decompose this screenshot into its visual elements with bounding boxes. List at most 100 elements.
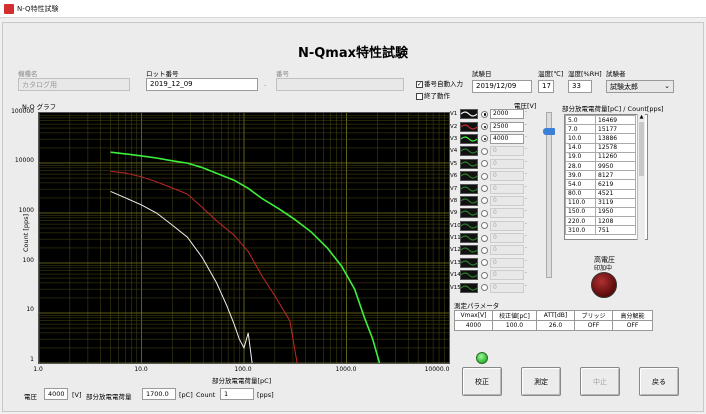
auto-number-checkbox[interactable]: ✓ 番号自動入力 — [416, 80, 463, 88]
channel-label: V2 — [450, 123, 458, 130]
temperature-field[interactable]: 17 — [538, 80, 554, 93]
channel-label: V5 — [450, 160, 458, 167]
waveform-icon — [460, 146, 478, 157]
count-value-cell: 13886 — [595, 133, 636, 144]
channel-radio[interactable] — [481, 160, 488, 168]
test-date-field[interactable]: 2019/12/09 — [472, 80, 532, 93]
spin-arrows-icon[interactable]: - — [525, 158, 527, 165]
product-field: カタログ用 — [18, 78, 130, 91]
param-value: OFF — [574, 320, 613, 331]
tester-select[interactable]: 試験太郎 ⌄ — [606, 80, 674, 93]
spin-arrows-icon[interactable]: - — [525, 282, 527, 289]
channel-radio[interactable] — [481, 259, 488, 267]
channel-label: V11 — [450, 235, 461, 242]
end-action-checkbox[interactable]: 終了動作 — [416, 90, 450, 100]
spin-arrows-icon[interactable]: - — [525, 121, 527, 128]
channel-label: V15 — [450, 284, 461, 291]
spin-arrows-icon[interactable]: - — [525, 233, 527, 240]
table-row: 19.0 11260 — [565, 151, 636, 162]
channel-radio[interactable] — [481, 222, 488, 230]
measure-button[interactable]: 測定 — [521, 367, 561, 396]
pd-value-cell: 310.0 — [565, 225, 596, 236]
spin-arrows-icon[interactable]: - — [525, 195, 527, 202]
humidity-field[interactable]: 33 — [568, 80, 592, 93]
param-value: 26.0 — [536, 320, 575, 331]
channel-list: V1 2000- V2 2500- V3 4000- V4 0- V5 0- V6 0- V7 0- V8 0… — [450, 108, 550, 294]
channel-radio[interactable] — [481, 110, 488, 118]
scroll-thumb[interactable] — [639, 122, 644, 176]
spin-arrows-icon[interactable]: - — [525, 257, 527, 264]
channel-radio[interactable] — [481, 246, 488, 254]
count-value-cell: 12578 — [595, 142, 636, 153]
spin-arrows-icon[interactable]: - — [525, 133, 527, 140]
scroll-up-icon: ▲ — [639, 114, 644, 120]
humidity-label: 湿度[%RH] — [568, 70, 602, 78]
channel-voltage-field: 0 — [490, 257, 524, 268]
back-button[interactable]: 戻る — [639, 367, 679, 396]
channel-row: V6 0- — [450, 170, 550, 182]
waveform-icon — [460, 282, 478, 293]
count-value-cell: 3119 — [595, 197, 636, 208]
channel-voltage-field[interactable]: 4000 — [490, 133, 524, 144]
channel-radio[interactable] — [481, 185, 488, 193]
channel-radio[interactable] — [481, 197, 488, 205]
param-header: ATT[dB] — [536, 310, 575, 321]
nq-graph-plot — [38, 113, 449, 364]
checkbox-empty-icon — [416, 92, 423, 100]
spin-arrows-icon[interactable]: - — [525, 171, 527, 178]
high-voltage-sublabel: 印加中 — [594, 265, 613, 272]
pd-value-cell: 110.0 — [565, 197, 596, 208]
spin-arrows-icon[interactable]: - — [525, 183, 527, 190]
channel-slider-track[interactable] — [546, 112, 552, 278]
channel-row: V10 0- — [450, 220, 550, 232]
calibrate-button[interactable]: 校正 — [462, 367, 502, 396]
channel-radio[interactable] — [481, 271, 488, 279]
lot-field[interactable]: 2019_12_09 — [146, 78, 258, 91]
param-value: OFF — [612, 320, 653, 331]
waveform-icon — [460, 183, 478, 194]
count-value-cell: 16469 — [595, 115, 636, 126]
channel-row: V15 0- — [450, 281, 550, 293]
channel-row: V5 0- — [450, 158, 550, 170]
channel-radio[interactable] — [481, 209, 488, 217]
temperature-label: 温度[℃] — [538, 70, 564, 78]
channel-radio[interactable] — [481, 123, 488, 131]
chevron-down-icon: ⌄ — [664, 82, 670, 90]
waveform-icon — [460, 133, 478, 144]
spin-arrows-icon[interactable]: - — [525, 146, 527, 153]
channel-row: V12 0- — [450, 244, 550, 256]
channel-radio[interactable] — [481, 135, 488, 143]
series-line-v1 — [110, 190, 253, 364]
channel-radio[interactable] — [481, 172, 488, 180]
status-led — [476, 352, 488, 364]
count-readout: 1 — [220, 388, 254, 400]
param-header: 校正値[pC] — [492, 310, 537, 321]
y-axis-label: Count [pps] — [22, 213, 30, 252]
channel-voltage-field[interactable]: 2000 — [490, 109, 524, 120]
channel-voltage-field: 0 — [490, 208, 524, 219]
lot-label: ロット番号 — [146, 70, 179, 78]
channel-voltage-field: 0 — [490, 171, 524, 182]
pd-value-cell: 80.0 — [565, 188, 596, 199]
channel-voltage-field[interactable]: 2500 — [490, 121, 524, 132]
channel-slider-thumb[interactable] — [543, 128, 555, 135]
stop-button[interactable]: 中止 — [580, 367, 620, 396]
pd-table-scrollbar[interactable]: ▲ — [637, 114, 645, 240]
channel-row: V2 2500- — [450, 120, 550, 132]
spin-arrows-icon[interactable]: - — [525, 208, 527, 215]
table-row: 14.0 12578 — [565, 142, 636, 153]
table-row: 110.0 3119 — [565, 197, 636, 208]
spin-arrows-icon[interactable]: - — [525, 109, 527, 116]
product-label: 機種名 — [18, 70, 38, 78]
series-line-v2 — [110, 170, 298, 364]
spin-arrows-icon[interactable]: - — [525, 245, 527, 252]
spin-arrows-icon[interactable]: - — [525, 270, 527, 277]
x-tick: 100.0 — [234, 366, 252, 373]
channel-label: V12 — [450, 247, 461, 254]
channel-radio[interactable] — [481, 234, 488, 242]
waveform-icon — [460, 195, 478, 206]
spin-arrows-icon[interactable]: - — [525, 220, 527, 227]
table-row: 5.0 16469 — [565, 115, 636, 126]
channel-radio[interactable] — [481, 284, 488, 292]
channel-radio[interactable] — [481, 147, 488, 155]
